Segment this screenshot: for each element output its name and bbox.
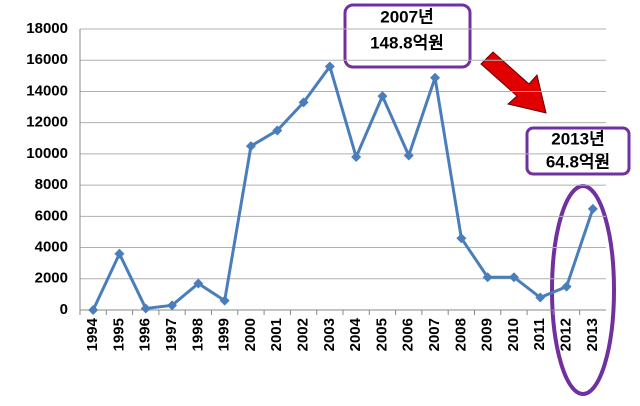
x-tick-label: 2013 xyxy=(584,318,601,351)
marker xyxy=(324,61,335,72)
marker xyxy=(88,305,99,315)
marker xyxy=(403,150,414,161)
marker xyxy=(351,152,362,163)
y-tick-label: 0 xyxy=(60,301,68,318)
marker xyxy=(561,281,572,292)
x-tick-label: 1996 xyxy=(137,318,154,351)
marker xyxy=(482,272,493,283)
x-tick-label: 1999 xyxy=(216,318,233,351)
x-tick-label: 2011 xyxy=(531,318,548,351)
y-tick-label: 14000 xyxy=(26,82,68,99)
x-tick-label: 2003 xyxy=(321,318,338,351)
x-tick-label: 2007 xyxy=(426,318,443,351)
x-tick-label: 2009 xyxy=(479,318,496,351)
marker xyxy=(219,295,230,306)
x-tick-label: 2005 xyxy=(373,318,390,351)
arrow xyxy=(480,51,547,114)
marker xyxy=(430,72,441,83)
annotation-text: 2013년 xyxy=(551,129,604,148)
x-tick-label: 2010 xyxy=(505,318,522,351)
y-tick-label: 8000 xyxy=(35,176,68,193)
y-tick-label: 16000 xyxy=(26,51,68,68)
x-tick-label: 2002 xyxy=(295,318,312,351)
x-tick-label: 2004 xyxy=(347,317,364,351)
x-tick-label: 2006 xyxy=(400,318,417,351)
highlight-ellipse xyxy=(550,184,616,396)
marker xyxy=(114,248,125,259)
x-tick-label: 2008 xyxy=(452,318,469,351)
annotation-text: 64.8억원 xyxy=(546,152,610,171)
x-tick-label: 2001 xyxy=(268,318,285,351)
y-tick-label: 6000 xyxy=(35,207,68,224)
y-tick-label: 12000 xyxy=(26,114,68,131)
marker xyxy=(508,272,519,283)
x-tick-label: 1997 xyxy=(163,318,180,351)
x-tick-label: 1994 xyxy=(84,317,101,351)
marker xyxy=(167,300,178,311)
annotation-text: 148.8억원 xyxy=(370,33,444,52)
x-tick-label: 2000 xyxy=(242,318,259,351)
marker xyxy=(298,97,309,108)
marker xyxy=(245,141,256,152)
annotation-box xyxy=(525,126,631,176)
marker xyxy=(587,203,598,214)
y-tick-label: 2000 xyxy=(35,270,68,287)
marker xyxy=(272,125,283,136)
annotation-box xyxy=(343,3,472,69)
marker xyxy=(193,278,204,289)
marker xyxy=(377,91,388,102)
y-tick-label: 10000 xyxy=(26,145,68,162)
x-tick-label: 1995 xyxy=(110,318,127,351)
y-tick-label: 4000 xyxy=(35,239,68,256)
marker xyxy=(456,233,467,244)
y-tick-label: 18000 xyxy=(26,20,68,37)
marker xyxy=(535,292,546,303)
x-tick-label: 2012 xyxy=(558,318,575,351)
x-tick-label: 1998 xyxy=(189,318,206,351)
marker xyxy=(140,303,151,314)
annotation-text: 2007년 xyxy=(380,7,433,26)
